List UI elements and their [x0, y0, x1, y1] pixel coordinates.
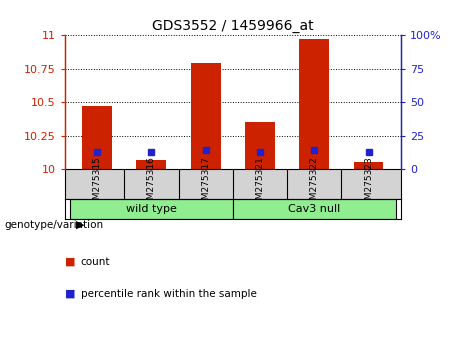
Text: ▶: ▶ — [76, 220, 84, 230]
Bar — [70, 199, 233, 219]
Text: ■: ■ — [65, 257, 75, 267]
Text: wild type: wild type — [126, 204, 177, 214]
Bar — [191, 63, 221, 169]
Text: GSM275315: GSM275315 — [93, 156, 101, 211]
Text: genotype/variation: genotype/variation — [5, 220, 104, 230]
Bar — [354, 162, 384, 169]
Text: GSM275316: GSM275316 — [147, 156, 156, 211]
Bar — [233, 199, 396, 219]
Text: GSM275321: GSM275321 — [255, 156, 265, 211]
Title: GDS3552 / 1459966_at: GDS3552 / 1459966_at — [152, 19, 313, 33]
Text: GSM275323: GSM275323 — [364, 156, 373, 211]
Bar — [245, 122, 275, 169]
Bar — [299, 39, 329, 169]
Text: count: count — [81, 257, 110, 267]
Text: ■: ■ — [65, 289, 75, 299]
Bar — [136, 160, 166, 169]
Text: percentile rank within the sample: percentile rank within the sample — [81, 289, 257, 299]
Text: GSM275317: GSM275317 — [201, 156, 210, 211]
Bar — [82, 106, 112, 169]
Text: GSM275322: GSM275322 — [310, 156, 319, 211]
Text: Cav3 null: Cav3 null — [288, 204, 340, 214]
